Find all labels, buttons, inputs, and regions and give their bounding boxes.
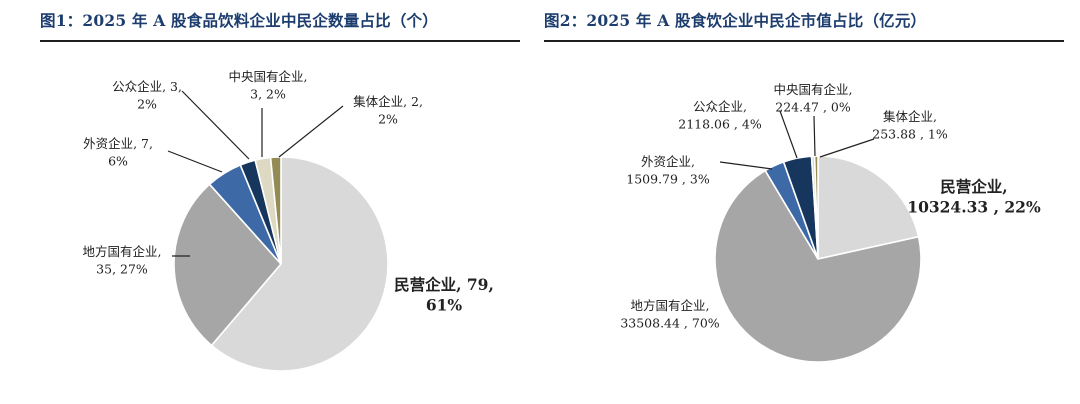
slice-label: 10324.33 , 22% — [907, 198, 1041, 217]
slice-label: 61% — [426, 296, 463, 315]
leader-line — [779, 110, 798, 159]
chart-title: 图1：2025 年 A 股食品饮料企业中民企数量占比（个） — [40, 8, 520, 42]
slice-label: 地方国有企业, — [631, 298, 710, 313]
pie-slice — [173, 183, 283, 347]
slice-label: 2118.06 , 4% — [678, 117, 762, 132]
chart-title: 图2：2025 年 A 股食饮企业中民企市值占比（亿元） — [544, 8, 1064, 42]
slice-label: 集体企业, 2, — [353, 94, 423, 109]
slice-label: 外资企业, 7, — [83, 136, 153, 151]
pie-slice — [269, 156, 282, 265]
slice-label: 中央国有企业, — [229, 69, 308, 84]
pie-slice — [817, 155, 920, 260]
slice-label: 集体企业, — [883, 109, 937, 124]
slice-label: 公众企业, 3, — [112, 79, 182, 94]
slice-label: 地方国有企业, — [83, 244, 162, 259]
pie-chart: 民营企业, 79, 61% 地方国有企业, 35, 27% 外资企业, 7, 6% 公众企业… — [83, 69, 494, 372]
pie-slice — [210, 156, 389, 372]
slice-label: 35, 27% — [96, 262, 148, 277]
slice-label: 民营企业, — [940, 177, 1007, 196]
slice-label: 1509.79 , 3% — [626, 172, 710, 187]
slice-label: 6% — [108, 154, 128, 169]
slice-label: 3, 2% — [250, 87, 286, 102]
slice-label: 2% — [137, 97, 157, 112]
slice-label: 民营企业, 79, — [394, 275, 494, 294]
slice-label: 外资企业, — [641, 154, 695, 169]
slice-label: 2% — [378, 112, 398, 127]
leader-line — [719, 161, 773, 170]
pie-slice — [714, 169, 922, 363]
slice-label: 253.88 , 1% — [872, 127, 948, 142]
leader-line — [819, 138, 875, 158]
slice-label: 224.47 , 0% — [775, 100, 851, 115]
chart-panel-1: 图1：2025 年 A 股食品饮料企业中民企数量占比（个） 民营企业, 79, 6… — [40, 8, 520, 372]
leader-line — [813, 115, 816, 157]
pie-chart: 民营企业, 10324.33 , 22% 地方国有企业, 33508.44 , 70%… — [620, 82, 1041, 363]
slice-label: 中央国有企业, — [774, 82, 853, 97]
pie-slice — [813, 155, 819, 260]
slice-label: 公众企业, — [693, 99, 747, 114]
leader-line — [167, 150, 223, 173]
slice-label: 33508.44 , 70% — [620, 316, 719, 331]
leader-line — [181, 90, 250, 160]
leader-line — [278, 105, 344, 158]
chart-panel-2: 图2：2025 年 A 股食饮企业中民企市值占比（亿元） 民营企业, 10324.… — [540, 0, 1080, 404]
